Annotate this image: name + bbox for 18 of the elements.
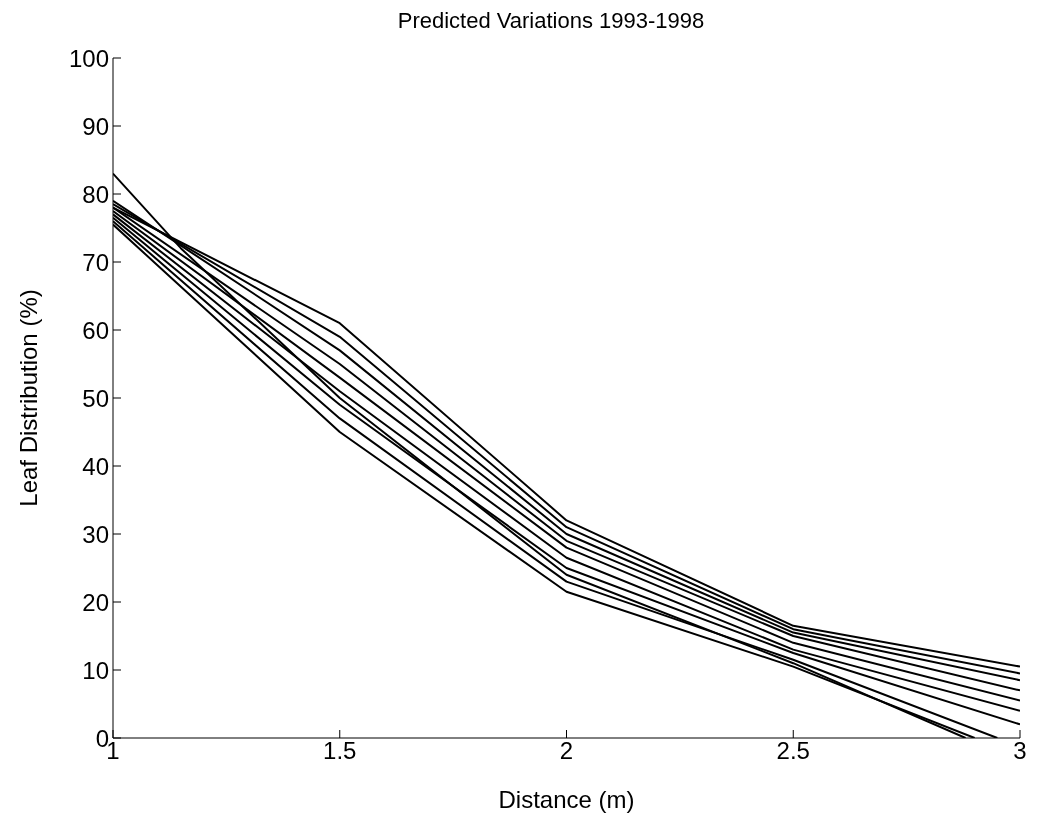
y-tick-label: 80 [82, 180, 109, 208]
y-tick-label: 70 [82, 248, 109, 276]
y-tick-label: 50 [82, 384, 109, 412]
x-axis-title: Distance (m) [498, 786, 635, 813]
y-axis-title: Leaf Distribution (%) [14, 289, 42, 507]
y-tick-label: 10 [82, 656, 109, 684]
x-tick-label: 3 [1013, 737, 1027, 765]
chart-title: Predicted Variations 1993-1998 [396, 8, 706, 35]
y-tick-label: 0 [95, 724, 109, 752]
x-tick-label: 2.5 [776, 737, 810, 765]
y-tick-label: 30 [82, 520, 109, 548]
x-tick-label: 1.5 [323, 737, 357, 765]
y-tick-label: 90 [82, 112, 109, 140]
y-tick-label: 60 [82, 316, 109, 344]
y-tick-label: 100 [68, 44, 109, 72]
y-tick-label: 20 [82, 588, 109, 616]
y-tick-label: 40 [82, 452, 109, 480]
x-tick-label: 2 [559, 737, 574, 765]
